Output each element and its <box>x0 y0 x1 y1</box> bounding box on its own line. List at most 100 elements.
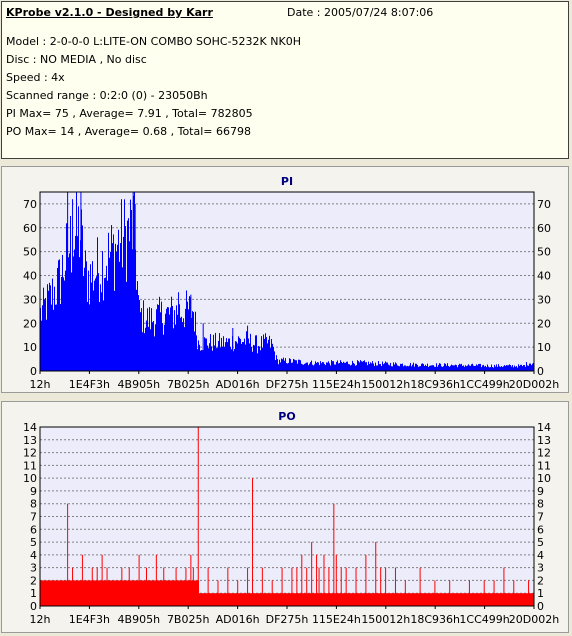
pi-bar <box>155 324 156 371</box>
pi-bar <box>443 366 444 371</box>
pi-bar <box>111 225 112 371</box>
x-tick-label: 115E24h <box>312 378 361 391</box>
pi-chart: PI 0 0 10 10 20 20 30 30 40 40 50 50 60 60 70 70 12h 1E4F3… <box>23 175 559 391</box>
po-bar <box>150 580 151 606</box>
pi-bar <box>186 290 187 371</box>
spike-bar <box>132 192 134 371</box>
po-bar <box>197 580 198 606</box>
y-tick-label-left: 1 <box>30 587 37 600</box>
y-tick-label-left: 5 <box>30 536 37 549</box>
pi-bar <box>137 281 138 371</box>
po-bar <box>487 593 488 606</box>
pi-bar <box>148 326 149 371</box>
pi-bar <box>363 361 364 371</box>
y-tick-label-left: 10 <box>23 472 37 485</box>
pi-bar <box>199 344 200 371</box>
y-tick-label-right: 0 <box>537 600 544 613</box>
po-bar <box>98 580 99 606</box>
pi-bar <box>480 363 481 371</box>
po-bar <box>241 593 242 606</box>
y-tick-label-left: 30 <box>23 293 37 306</box>
pi-bar <box>435 366 436 371</box>
pi-bar <box>369 364 370 371</box>
po-bar <box>157 580 158 606</box>
pi-bar <box>121 199 122 371</box>
pi-bar <box>79 257 80 371</box>
po-bar <box>203 593 204 606</box>
spike-bar <box>301 554 303 606</box>
pi-bar <box>466 366 467 371</box>
pi-bar <box>177 314 178 371</box>
pi-bar <box>271 339 272 371</box>
po-bar <box>42 580 43 606</box>
x-tick-label: 18C936h <box>410 613 460 626</box>
pi-bar <box>374 365 375 371</box>
po-bar <box>460 593 461 606</box>
pi-bar <box>403 366 404 371</box>
po-bar <box>228 593 229 606</box>
po-bar <box>436 593 437 606</box>
po-bar <box>304 593 305 606</box>
po-bar <box>362 593 363 606</box>
spike-bar <box>121 567 123 606</box>
po-bar <box>491 593 492 606</box>
po-bar <box>490 593 491 606</box>
po-bar <box>213 593 214 606</box>
po-bar <box>369 593 370 606</box>
pi-bar <box>204 337 205 371</box>
pi-bar <box>465 365 466 371</box>
pi-bar <box>524 365 525 371</box>
pi-bar <box>477 365 478 371</box>
y-tick-label-right: 60 <box>537 222 551 235</box>
pi-bar <box>349 364 350 371</box>
po-bar <box>382 593 383 606</box>
po-bar <box>493 593 494 606</box>
pi-bar <box>360 360 361 371</box>
po-bar <box>113 580 114 606</box>
po-bar <box>368 593 369 606</box>
pi-bar <box>76 192 77 371</box>
pi-bar <box>327 362 328 371</box>
pi-bar <box>147 308 148 371</box>
pi-bar <box>144 333 145 371</box>
po-bar <box>112 580 113 606</box>
po-bar <box>364 593 365 606</box>
po-bar <box>473 593 474 606</box>
po-bar <box>465 593 466 606</box>
po-bar <box>220 593 221 606</box>
pi-bar <box>364 360 365 371</box>
pi-bar <box>315 361 316 371</box>
pi-bar <box>182 322 183 371</box>
po-bar <box>498 593 499 606</box>
po-bar <box>180 580 181 606</box>
pi-bar <box>473 365 474 371</box>
pi-bar <box>254 345 255 371</box>
po-bar <box>478 593 479 606</box>
pi-bar <box>386 362 387 371</box>
po-bar <box>458 593 459 606</box>
pi-bar <box>197 349 198 371</box>
spike-bar <box>528 580 530 606</box>
po-bar <box>164 580 165 606</box>
y-tick-label-right: 30 <box>537 293 551 306</box>
pi-bar <box>73 256 74 371</box>
po-bar <box>379 593 380 606</box>
pi-bar <box>490 367 491 371</box>
pi-bar <box>281 358 282 371</box>
po-bar <box>57 580 58 606</box>
pi-bar <box>300 360 301 371</box>
pi-bar <box>498 364 499 371</box>
spike-bar <box>493 580 495 606</box>
pi-bar <box>337 360 338 371</box>
po-bar <box>41 580 42 606</box>
po-bar <box>442 593 443 606</box>
pi-bar <box>217 347 218 371</box>
spike-bar <box>434 580 436 606</box>
po-bar <box>116 580 117 606</box>
po-bar <box>269 593 270 606</box>
po-bar <box>308 593 309 606</box>
pi-bar <box>263 334 264 371</box>
pi-bar <box>301 363 302 371</box>
po-bar <box>431 593 432 606</box>
pi-bar <box>212 350 213 371</box>
